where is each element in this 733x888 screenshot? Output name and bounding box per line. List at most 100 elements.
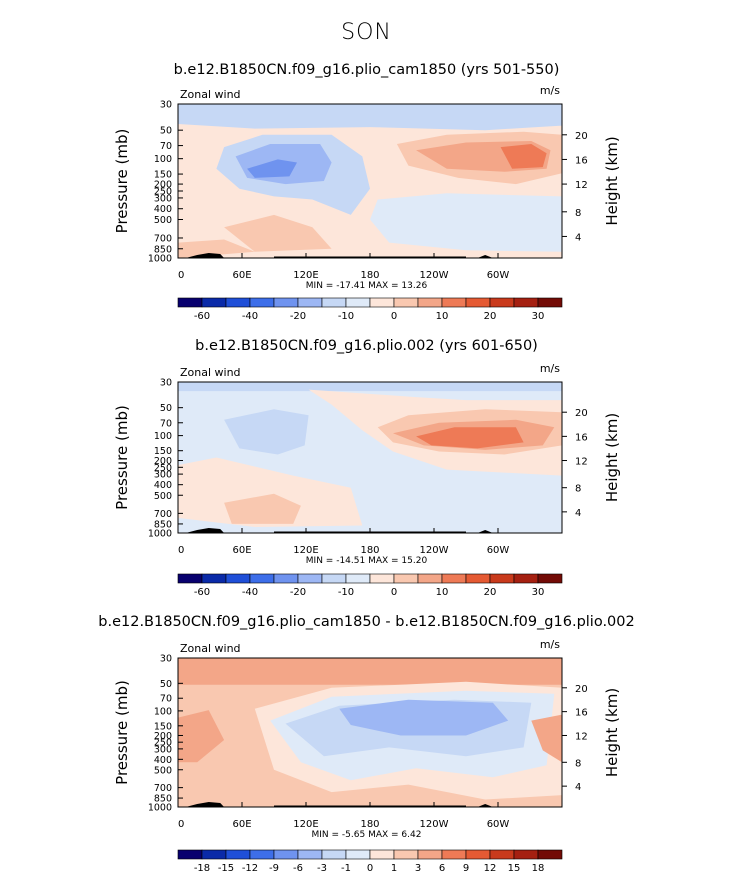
colorbar-swatch bbox=[297, 573, 323, 584]
y-tick-label: 200 bbox=[154, 180, 172, 191]
colorbar-swatch bbox=[273, 297, 299, 308]
colorbar-swatch bbox=[273, 849, 299, 860]
y-tick-label: 500 bbox=[154, 215, 172, 226]
topography-andes bbox=[477, 255, 493, 258]
colorbar-label: -3 bbox=[317, 863, 327, 874]
colorbar-label: 10 bbox=[436, 587, 449, 598]
colorbar-label: 30 bbox=[532, 587, 545, 598]
colorbar-label: -10 bbox=[338, 587, 354, 598]
height-tick-label: 8 bbox=[575, 484, 581, 495]
y-axis-title-right: Height (km) bbox=[603, 136, 621, 225]
colorbar-swatch bbox=[489, 849, 515, 860]
colorbar-label: -60 bbox=[194, 587, 210, 598]
y-tick-label: 70 bbox=[160, 694, 172, 705]
panel-title: b.e12.B1850CN.f09_g16.plio.002 (yrs 601-… bbox=[195, 338, 538, 354]
colorbar-swatch bbox=[513, 573, 539, 584]
contour-jet-pos3 bbox=[416, 427, 524, 449]
y-tick-label: 400 bbox=[154, 755, 172, 766]
topography-andes bbox=[477, 804, 493, 807]
height-tick-label: 12 bbox=[575, 457, 588, 468]
colorbar-swatch bbox=[537, 573, 563, 584]
y-tick-label: 400 bbox=[154, 204, 172, 215]
panel-title: b.e12.B1850CN.f09_g16.plio_cam1850 (yrs … bbox=[174, 62, 560, 78]
units-label: m/s bbox=[540, 638, 560, 651]
colorbar-label: 20 bbox=[484, 587, 497, 598]
colorbar-swatch bbox=[345, 573, 371, 584]
variable-label: Zonal wind bbox=[180, 642, 241, 655]
colorbar-label: 3 bbox=[415, 863, 421, 874]
x-tick-label: 120E bbox=[293, 545, 318, 556]
min-max-label: MIN = -14.51 MAX = 15.20 bbox=[306, 556, 428, 566]
colorbar-swatch bbox=[201, 849, 227, 860]
colorbar-swatch bbox=[321, 573, 347, 584]
y-tick-label: 200 bbox=[154, 731, 172, 742]
topography-africa bbox=[185, 253, 225, 258]
colorbar-label: -60 bbox=[194, 311, 210, 322]
colorbar-swatch bbox=[513, 297, 539, 308]
y-tick-label: 250 bbox=[154, 463, 172, 474]
colorbar-swatch bbox=[441, 849, 467, 860]
colorbar-label: -40 bbox=[242, 311, 258, 322]
x-tick-label: 180 bbox=[360, 545, 379, 556]
height-tick-label: 4 bbox=[575, 782, 581, 793]
colorbar-swatch bbox=[393, 573, 419, 584]
y-tick-label: 100 bbox=[154, 706, 172, 717]
colorbar-label: -1 bbox=[341, 863, 351, 874]
y-tick-label: 500 bbox=[154, 491, 172, 502]
contour-top-band bbox=[178, 382, 562, 392]
y-tick-label: 150 bbox=[154, 170, 172, 181]
colorbar-label: 30 bbox=[532, 311, 545, 322]
topography-andes bbox=[477, 530, 493, 533]
x-tick-label: 60W bbox=[487, 270, 510, 281]
y-tick-label: 30 bbox=[160, 100, 172, 111]
min-max-label: MIN = -5.65 MAX = 6.42 bbox=[312, 830, 422, 840]
y-tick-label: 300 bbox=[154, 470, 172, 481]
colorbar-swatch bbox=[489, 297, 515, 308]
colorbar-label: -40 bbox=[242, 587, 258, 598]
x-tick-label: 120W bbox=[420, 545, 449, 556]
colorbar-label: 1 bbox=[391, 863, 397, 874]
height-tick-label: 12 bbox=[575, 731, 588, 742]
contour-neg3 bbox=[339, 699, 509, 736]
y-tick-label: 250 bbox=[154, 738, 172, 749]
y-tick-label: 50 bbox=[160, 679, 172, 690]
height-tick-label: 16 bbox=[575, 432, 588, 443]
colorbar-swatch bbox=[297, 849, 323, 860]
colorbar-swatch bbox=[249, 849, 275, 860]
colorbar-swatch bbox=[297, 297, 323, 308]
variable-label: Zonal wind bbox=[180, 366, 241, 379]
y-axis-title: Pressure (mb) bbox=[113, 680, 131, 785]
y-tick-label: 400 bbox=[154, 480, 172, 491]
contour-lower-pos2 bbox=[224, 493, 301, 524]
colorbar-swatch bbox=[393, 297, 419, 308]
colorbar-swatch bbox=[489, 573, 515, 584]
y-tick-label: 30 bbox=[160, 378, 172, 389]
y-tick-label: 500 bbox=[154, 765, 172, 776]
x-tick-label: 180 bbox=[360, 819, 379, 830]
min-max-label: MIN = -17.41 MAX = 13.26 bbox=[306, 281, 428, 291]
colorbar-swatch bbox=[417, 849, 443, 860]
y-tick-label: 850 bbox=[154, 519, 172, 530]
height-tick-label: 20 bbox=[575, 684, 588, 695]
colorbar-swatch bbox=[225, 297, 251, 308]
colorbar-label: -12 bbox=[242, 863, 258, 874]
y-tick-label: 50 bbox=[160, 126, 172, 137]
y-axis-title: Pressure (mb) bbox=[113, 129, 131, 234]
y-tick-label: 150 bbox=[154, 446, 172, 457]
y-tick-label: 700 bbox=[154, 233, 172, 244]
colorbar-swatch bbox=[345, 849, 371, 860]
colorbar-swatch bbox=[249, 297, 275, 308]
y-axis-title-right: Height (km) bbox=[603, 413, 621, 502]
colorbar-label: 12 bbox=[484, 863, 497, 874]
colorbar-label: -18 bbox=[194, 863, 210, 874]
y-tick-label: 250 bbox=[154, 187, 172, 198]
y-tick-label: 300 bbox=[154, 744, 172, 755]
colorbar-swatch bbox=[177, 297, 203, 308]
colorbar-swatch bbox=[177, 573, 203, 584]
colorbar-swatch bbox=[369, 573, 395, 584]
variable-label: Zonal wind bbox=[180, 88, 241, 101]
colorbar-swatch bbox=[537, 297, 563, 308]
topography-africa bbox=[185, 528, 225, 533]
contour-neg-peak bbox=[247, 159, 297, 178]
